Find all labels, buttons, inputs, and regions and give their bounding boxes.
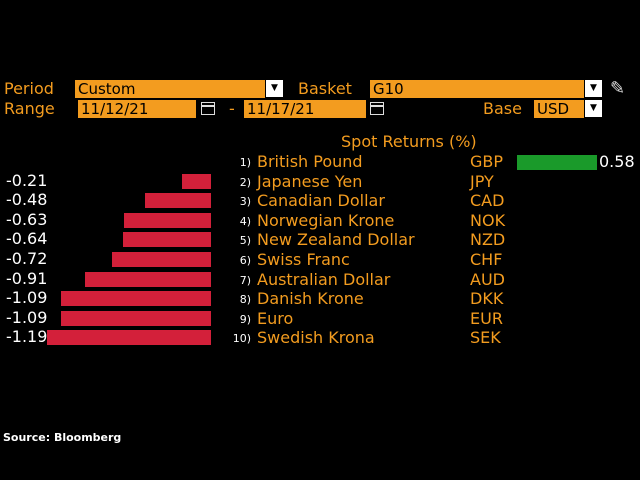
rank-label: 6) <box>239 254 251 267</box>
currency-code: NOK <box>470 211 506 230</box>
value-label: -0.21 <box>6 171 48 191</box>
value-label: -0.91 <box>6 269 48 289</box>
currency-name: Australian Dollar <box>257 270 391 289</box>
rank-label: 9) <box>239 313 251 326</box>
chart-header: Spot Returns (%) <box>341 132 477 151</box>
currency-name: New Zealand Dollar <box>257 230 415 249</box>
currency-code: AUD <box>470 270 505 289</box>
value-label: -0.48 <box>6 190 48 210</box>
currency-code: DKK <box>470 289 504 308</box>
currency-code: GBP <box>470 152 504 171</box>
negative-bar <box>124 213 211 229</box>
positive-bar <box>517 155 597 170</box>
rank-label: 4) <box>239 215 251 228</box>
negative-bar <box>61 291 211 307</box>
value-label: -0.72 <box>6 249 48 269</box>
period-label: Period <box>4 79 54 98</box>
range-start-calendar-icon[interactable] <box>201 102 215 115</box>
negative-bar <box>123 232 211 248</box>
rank-label: 10) <box>232 332 251 345</box>
range-separator: - <box>229 99 235 118</box>
value-label: -1.09 <box>6 288 48 308</box>
currency-code: EUR <box>470 309 503 328</box>
currency-code: NZD <box>470 230 506 249</box>
basket-select[interactable]: G10 <box>370 80 584 98</box>
currency-name: Danish Krone <box>257 289 364 308</box>
base-dropdown-arrow-icon[interactable]: ▼ <box>585 100 602 117</box>
value-label: -1.09 <box>6 308 48 328</box>
currency-code: CAD <box>470 191 505 210</box>
basket-dropdown-arrow-icon[interactable]: ▼ <box>585 80 602 97</box>
value-label: 0.58 <box>599 152 635 171</box>
period-select[interactable]: Custom <box>75 80 265 98</box>
negative-bar <box>182 174 211 190</box>
currency-name: Japanese Yen <box>257 172 363 191</box>
rank-label: 1) <box>239 156 251 169</box>
negative-bar <box>61 311 211 327</box>
currency-code: SEK <box>470 328 501 347</box>
rank-label: 5) <box>239 234 251 247</box>
period-dropdown-arrow-icon[interactable]: ▼ <box>266 80 283 97</box>
range-start-input[interactable]: 11/12/21 <box>78 100 196 118</box>
negative-bar <box>47 330 211 346</box>
currency-code: CHF <box>470 250 503 269</box>
currency-name: Norwegian Krone <box>257 211 395 230</box>
basket-label: Basket <box>298 79 352 98</box>
rank-label: 2) <box>239 176 251 189</box>
currency-code: JPY <box>470 172 494 191</box>
currency-name: Euro <box>257 309 294 328</box>
negative-bar <box>112 252 211 268</box>
value-label: -0.64 <box>6 229 48 249</box>
currency-name: British Pound <box>257 152 363 171</box>
base-select[interactable]: USD <box>534 100 584 118</box>
currency-name: Swiss Franc <box>257 250 350 269</box>
currency-name: Swedish Krona <box>257 328 375 347</box>
range-label: Range <box>4 99 55 118</box>
rank-label: 3) <box>239 195 251 208</box>
range-end-input[interactable]: 11/17/21 <box>244 100 366 118</box>
rank-label: 8) <box>239 293 251 306</box>
pencil-icon[interactable]: ✎ <box>610 78 626 99</box>
value-label: -1.19 <box>6 327 48 347</box>
source-note: Source: Bloomberg <box>3 431 122 444</box>
rank-label: 7) <box>239 274 251 287</box>
range-end-calendar-icon[interactable] <box>370 102 384 115</box>
currency-name: Canadian Dollar <box>257 191 385 210</box>
base-label: Base <box>483 99 522 118</box>
negative-bar <box>85 272 211 288</box>
negative-bar <box>145 193 211 209</box>
value-label: -0.63 <box>6 210 48 230</box>
